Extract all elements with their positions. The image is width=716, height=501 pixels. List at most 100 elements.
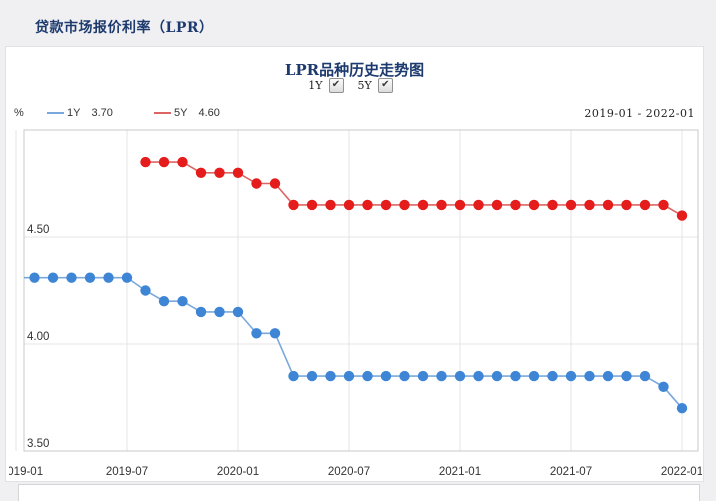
data-point-1y[interactable] bbox=[436, 370, 447, 382]
data-point-5y[interactable] bbox=[306, 199, 318, 211]
data-point-1y[interactable] bbox=[547, 370, 558, 382]
data-point-5y[interactable] bbox=[269, 178, 281, 189]
data-point-5y[interactable] bbox=[362, 199, 373, 211]
data-point-1y[interactable] bbox=[158, 296, 170, 307]
chart-panel: LPR品种历史走势图 1Y 5Y % 1Y 3.70 5Y 4.60 bbox=[5, 46, 704, 482]
checkbox-5y[interactable] bbox=[377, 78, 393, 93]
y-tick-label: 4.00 bbox=[27, 331, 49, 343]
data-point-1y[interactable] bbox=[29, 272, 40, 283]
data-point-5y[interactable] bbox=[658, 199, 669, 211]
data-point-1y[interactable] bbox=[528, 370, 540, 382]
data-point-1y[interactable] bbox=[417, 370, 429, 382]
data-point-5y[interactable] bbox=[325, 199, 336, 211]
data-point-1y[interactable] bbox=[103, 272, 114, 283]
data-point-5y[interactable] bbox=[621, 199, 632, 211]
series-line-5y bbox=[145, 161, 683, 217]
unit-label: % bbox=[14, 107, 24, 119]
data-point-1y[interactable] bbox=[602, 370, 614, 382]
data-point-5y[interactable] bbox=[177, 156, 188, 168]
data-point-1y[interactable] bbox=[510, 370, 521, 382]
data-point-1y[interactable] bbox=[454, 370, 466, 382]
data-point-5y[interactable] bbox=[380, 199, 392, 211]
legend-item-5y: 5Y 4.60 bbox=[154, 107, 261, 119]
series-group-1y bbox=[24, 272, 688, 414]
data-point-5y[interactable] bbox=[491, 199, 503, 211]
lpr-trend-chart[interactable]: 3.50 4.00 4.50 2019-01 2019-07 2020-01 2020-07… bbox=[9, 129, 702, 479]
data-point-1y[interactable] bbox=[658, 381, 669, 392]
data-point-1y[interactable] bbox=[121, 272, 133, 283]
data-point-1y[interactable] bbox=[251, 328, 262, 339]
y-tick-label: 4.50 bbox=[27, 224, 49, 236]
data-point-5y[interactable] bbox=[602, 199, 614, 211]
data-point-5y[interactable] bbox=[436, 199, 447, 211]
data-point-1y[interactable] bbox=[288, 370, 299, 382]
data-point-1y[interactable] bbox=[565, 370, 577, 382]
legend-items: 1Y 3.70 5Y 4.60 bbox=[47, 107, 261, 119]
legend-swatch-5y bbox=[154, 112, 171, 114]
y-tick-label: 3.50 bbox=[27, 438, 49, 450]
data-point-1y[interactable] bbox=[177, 296, 188, 307]
data-point-1y[interactable] bbox=[306, 370, 318, 382]
data-point-5y[interactable] bbox=[251, 178, 262, 189]
toggle-label-1y: 1Y bbox=[308, 79, 323, 92]
data-point-5y[interactable] bbox=[473, 199, 484, 211]
data-point-1y[interactable] bbox=[232, 306, 244, 318]
chart-title: LPR品种历史走势图 bbox=[284, 61, 425, 79]
data-point-5y[interactable] bbox=[158, 156, 170, 168]
data-point-5y[interactable] bbox=[510, 199, 521, 211]
data-point-1y[interactable] bbox=[84, 272, 96, 283]
data-point-5y[interactable] bbox=[565, 199, 577, 211]
legend-row: % 1Y 3.70 5Y 4.60 2019-01 - 2022-01 bbox=[6, 105, 703, 121]
data-point-5y[interactable] bbox=[343, 199, 355, 211]
data-point-5y[interactable] bbox=[454, 199, 466, 211]
data-point-5y[interactable] bbox=[528, 199, 540, 211]
legend-name-5y: 5Y bbox=[174, 107, 188, 119]
data-point-1y[interactable] bbox=[621, 370, 632, 382]
legend-item-1y: 1Y 3.70 bbox=[47, 107, 154, 119]
data-point-5y[interactable] bbox=[288, 199, 299, 211]
checkbox-1y[interactable] bbox=[328, 78, 344, 93]
data-point-1y[interactable] bbox=[343, 370, 355, 382]
data-point-5y[interactable] bbox=[214, 167, 225, 178]
data-point-1y[interactable] bbox=[584, 370, 595, 382]
data-point-1y[interactable] bbox=[269, 328, 281, 339]
data-point-1y[interactable] bbox=[380, 370, 392, 382]
data-point-1y[interactable] bbox=[362, 370, 373, 382]
legend-value-1y: 3.70 bbox=[91, 107, 113, 119]
page-title: 贷款市场报价利率（LPR） bbox=[35, 20, 214, 36]
data-point-5y[interactable] bbox=[584, 199, 595, 211]
x-tick-label: 2020-07 bbox=[328, 466, 370, 478]
plot-border bbox=[23, 129, 699, 452]
data-point-1y[interactable] bbox=[140, 285, 151, 296]
data-point-5y[interactable] bbox=[547, 199, 558, 211]
data-point-1y[interactable] bbox=[399, 370, 410, 382]
data-point-1y[interactable] bbox=[214, 306, 225, 318]
legend-name-1y: 1Y bbox=[67, 107, 81, 119]
data-point-5y[interactable] bbox=[399, 199, 410, 211]
data-point-1y[interactable] bbox=[47, 272, 59, 283]
legend-swatch-1y bbox=[47, 112, 64, 114]
x-tick-label: 2019-01 bbox=[9, 466, 43, 478]
data-point-1y[interactable] bbox=[639, 370, 651, 382]
x-tick-label: 2022-01 bbox=[661, 466, 702, 478]
x-tick-label: 2021-07 bbox=[550, 466, 592, 478]
data-point-5y[interactable] bbox=[140, 156, 151, 168]
data-point-5y[interactable] bbox=[417, 199, 429, 211]
legend-value-5y: 4.60 bbox=[198, 107, 220, 119]
next-section-panel bbox=[18, 484, 700, 501]
data-point-5y[interactable] bbox=[639, 199, 651, 211]
data-point-1y[interactable] bbox=[473, 370, 484, 382]
date-range-label: 2019-01 - 2022-01 bbox=[584, 107, 695, 120]
data-point-1y[interactable] bbox=[66, 272, 77, 283]
data-point-5y[interactable] bbox=[232, 167, 244, 178]
data-point-1y[interactable] bbox=[676, 403, 688, 414]
data-point-5y[interactable] bbox=[676, 210, 688, 221]
x-tick-label: 2021-01 bbox=[439, 466, 481, 478]
data-point-5y[interactable] bbox=[195, 167, 207, 178]
series-toggle-row: 1Y 5Y bbox=[6, 78, 703, 93]
data-point-1y[interactable] bbox=[325, 370, 336, 382]
x-tick-label: 2020-01 bbox=[217, 466, 259, 478]
x-tick-label: 2019-07 bbox=[106, 466, 148, 478]
data-point-1y[interactable] bbox=[195, 306, 207, 318]
data-point-1y[interactable] bbox=[491, 370, 503, 382]
